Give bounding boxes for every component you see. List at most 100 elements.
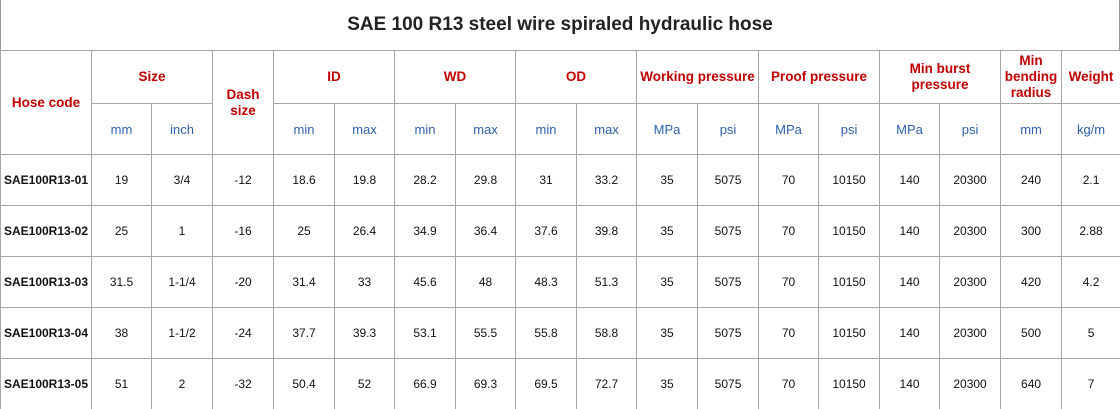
cell: 20300 [939,154,1002,206]
cell: 300 [1000,205,1063,257]
cell: 420 [1000,256,1063,308]
cell: 55.8 [515,307,578,359]
cell: 5075 [697,205,760,257]
cell: 5 [1061,307,1120,359]
unit-header: min [273,103,336,155]
cell: 50.4 [273,358,336,409]
unit-header: psi [697,103,760,155]
header-row: Hose code Size Dash size ID WD OD Working pres… [0,50,1120,155]
cell: 72.7 [576,358,638,409]
cell: 58.8 [576,307,638,359]
unit-header: psi [939,103,1002,155]
cell: 33.2 [576,154,638,206]
title: SAE 100 R13 steel wire spiraled hydrauli… [0,0,1120,50]
data-row: SAE100R13-03 31.5 1-1/4 -20 31.4 33 45.6 48 48.3… [0,256,1120,308]
cell: 35 [636,307,699,359]
cell: 31.4 [273,256,336,308]
cell: 70 [758,154,820,206]
cell: 10150 [818,154,881,206]
unit-header: min [394,103,457,155]
cell: 1 [150,205,214,257]
data-row: SAE100R13-04 38 1-1/2 -24 37.7 39.3 53.1 55.5 55… [0,307,1120,359]
cell: 28.2 [394,154,457,206]
cell: 2.1 [1061,154,1120,206]
cell: 5075 [697,256,760,308]
cell: 19.8 [334,154,396,206]
cell: 51.3 [576,256,638,308]
cell: 19 [91,154,152,206]
cell: -32 [212,358,275,409]
column-header: Min bending radius [1000,50,1063,104]
cell: 70 [758,205,820,257]
column-header: Weight [1061,50,1120,104]
cell: 70 [758,358,820,409]
cell: 640 [1000,358,1063,409]
cell: 34.9 [394,205,457,257]
cell: 5075 [697,154,760,206]
data-row: SAE100R13-05 51 2 -32 50.4 52 66.9 69.3 69.5 72.7… [0,358,1120,409]
data-row: SAE100R13-02 25 1 -16 25 26.4 34.9 36.4 37.6 39.8… [0,205,1120,257]
cell: 1-1/4 [150,256,214,308]
cell: 36.4 [455,205,517,257]
cell: 51 [91,358,152,409]
cell: 31.5 [91,256,152,308]
cell: 2 [150,358,214,409]
spec-table: Hose code Size Dash size ID WD OD Working pres… [0,50,1120,409]
cell: 5075 [697,307,760,359]
cell: 3/4 [150,154,214,206]
cell: 25 [91,205,152,257]
column-header: Proof pressure [758,50,881,104]
cell: 140 [879,154,941,206]
cell: 4.2 [1061,256,1120,308]
cell: 33 [334,256,396,308]
unit-header: MPa [636,103,699,155]
cell: 53.1 [394,307,457,359]
cell: 20300 [939,307,1002,359]
unit-header: psi [818,103,881,155]
column-header: OD [515,50,638,104]
cell: 35 [636,205,699,257]
cell: 37.7 [273,307,336,359]
column-header: Size [90,50,214,104]
cell: 140 [879,205,941,257]
cell: 45.6 [394,256,457,308]
column-header: Hose code [0,50,92,155]
cell: 66.9 [394,358,457,409]
cell: -20 [212,256,275,308]
unit-header: mm [1000,103,1063,155]
cell: 39.8 [576,205,638,257]
cell: 5075 [697,358,760,409]
cell: 140 [879,256,941,308]
column-header: Min burst pressure [879,50,1002,104]
column-header: WD [394,50,517,104]
hose-code: SAE100R13-05 [0,358,92,409]
cell: 2.88 [1061,205,1120,257]
unit-row: mm inch min max min max min max MPa psi MPa psi MPa p… [1,103,1120,155]
cell: 38 [91,307,152,359]
cell: 7 [1061,358,1120,409]
cell: 55.5 [455,307,517,359]
cell: 25 [273,205,336,257]
hose-code: SAE100R13-03 [0,256,92,308]
cell: 48 [455,256,517,308]
hose-code: SAE100R13-02 [0,205,92,257]
cell: 70 [758,256,820,308]
cell: 18.6 [273,154,336,206]
cell: 29.8 [455,154,517,206]
unit-header: max [576,103,638,155]
cell: 35 [636,256,699,308]
cell: -16 [212,205,275,257]
unit-header: MPa [758,103,820,155]
cell: 37.6 [515,205,578,257]
hose-code: SAE100R13-04 [0,307,92,359]
cell: -24 [212,307,275,359]
unit-header: min [515,103,578,155]
cell: 10150 [818,256,881,308]
unit-header: kg/m [1061,103,1120,155]
cell: 31 [515,154,578,206]
cell: 26.4 [334,205,396,257]
cell: 140 [879,358,941,409]
cell: 10150 [818,205,881,257]
cell: 70 [758,307,820,359]
